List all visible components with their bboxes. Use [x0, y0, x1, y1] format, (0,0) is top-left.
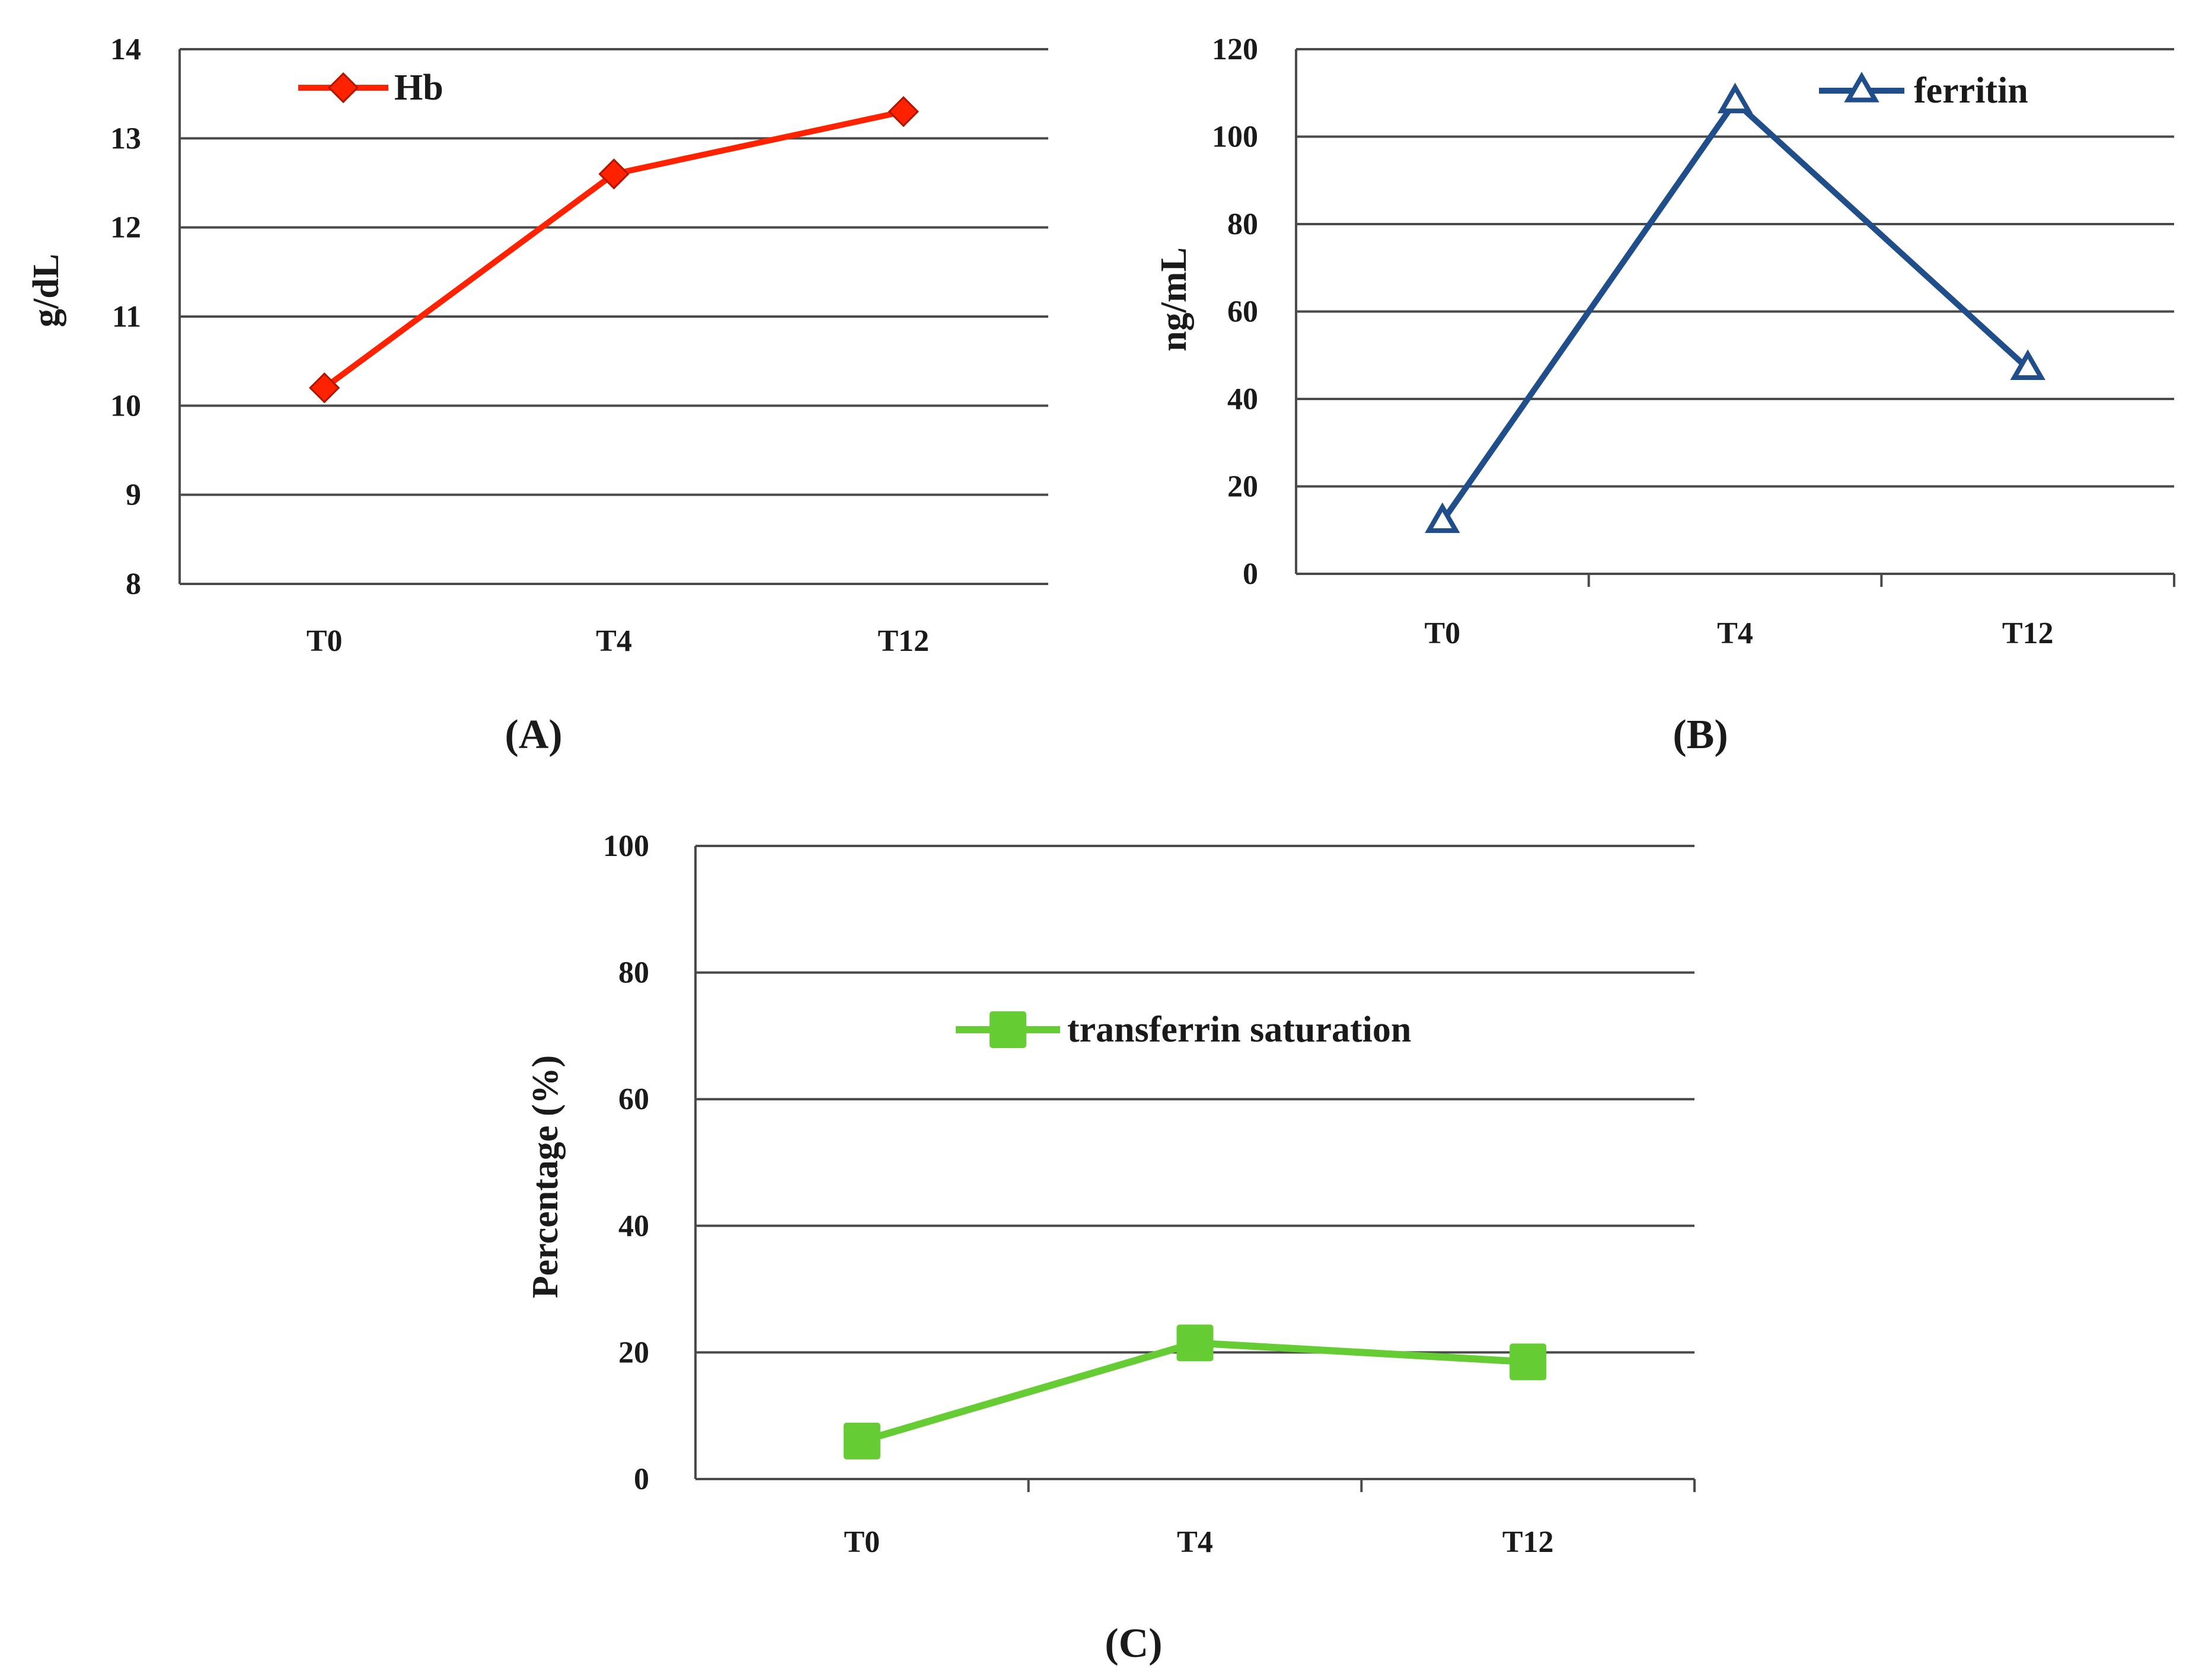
panel-a-xtick-label: T12 [877, 624, 929, 658]
panel-b-xtick-label: T12 [2002, 617, 2054, 650]
panel-c-ytick-label: 20 [618, 1336, 649, 1369]
panel-a-ytick-label: 9 [126, 478, 141, 512]
panel-a-ylabel: g/dL [26, 254, 66, 327]
panel-c-ytick-label: 80 [618, 956, 649, 990]
panel-b-ytick-label: 120 [1212, 33, 1258, 66]
panel-b-data-point [1425, 502, 1460, 534]
panel-c-data-point [1510, 1343, 1547, 1381]
panel-a-legend-label: Hb [394, 68, 443, 108]
panel-a-ytick-label: 8 [126, 567, 141, 601]
panel-c-ytick-label: 60 [618, 1082, 649, 1116]
panel-c-ytick-label: 40 [618, 1209, 649, 1243]
panel-a-caption: (A) [505, 712, 562, 758]
panel-b-legend-label: ferritin [1914, 71, 2028, 111]
panel-a-ytick-label: 14 [110, 33, 141, 66]
panel-a-xtick-label: T0 [307, 624, 343, 658]
panel-b-data-point [1717, 82, 1753, 114]
panel-b-ytick-label: 80 [1227, 207, 1258, 241]
panel-b-ytick-label: 40 [1227, 382, 1258, 416]
panel-a-xtick-label: T4 [596, 624, 632, 658]
panel-a-data-point [309, 372, 340, 404]
panel-a-ytick-label: 13 [110, 122, 141, 155]
panel-b-chart: ng/mL 0 20 40 60 80 100 120 T0 T4 T12 ferritin [1154, 33, 2175, 650]
panel-a-data-point [888, 96, 919, 127]
panel-b-ytick-label: 20 [1227, 470, 1258, 504]
panel-b-xtick-label: T0 [1424, 617, 1460, 650]
panel-a-chart: g/dL 8 9 10 11 12 13 14 T0 T4 T12 Hb [26, 33, 1048, 658]
panel-b-ylabel: ng/mL [1154, 247, 1194, 352]
panel-c-chart: Percentage (%) 0 20 40 60 80 100 T0 T4 T12 transf… [525, 829, 1696, 1559]
panel-c-legend-label: transferrin saturation [1067, 1010, 1411, 1050]
panel-c-xtick-label: T4 [1177, 1525, 1213, 1559]
panel-b-xtick-label: T4 [1717, 617, 1753, 650]
panel-b-ytick-label: 60 [1227, 295, 1258, 329]
panel-c-xtick-label: T0 [844, 1525, 880, 1559]
panel-a-ytick-label: 11 [112, 300, 141, 334]
panel-a-ytick-label: 12 [110, 211, 141, 245]
panel-b-ytick-label: 100 [1212, 120, 1258, 154]
panel-c-caption: (C) [1105, 1621, 1162, 1666]
panel-b-data-point [2010, 349, 2045, 380]
panel-c-xtick-label: T12 [1502, 1525, 1554, 1559]
panel-b-legend-marker [1844, 71, 1879, 103]
panel-c-data-point [1176, 1324, 1214, 1362]
panel-c-data-point [843, 1422, 880, 1459]
panel-b-ytick-label: 0 [1243, 557, 1258, 591]
panel-a-legend-marker [327, 72, 359, 104]
panel-a-data-point [598, 158, 630, 190]
panel-c-ytick-label: 0 [634, 1462, 649, 1496]
panel-c-ylabel: Percentage (%) [525, 1055, 566, 1298]
panel-a-ytick-label: 10 [110, 389, 141, 423]
panel-c-ytick-label: 100 [603, 829, 649, 863]
panel-c-legend-marker [990, 1011, 1026, 1048]
panel-b-caption: (B) [1673, 712, 1728, 758]
